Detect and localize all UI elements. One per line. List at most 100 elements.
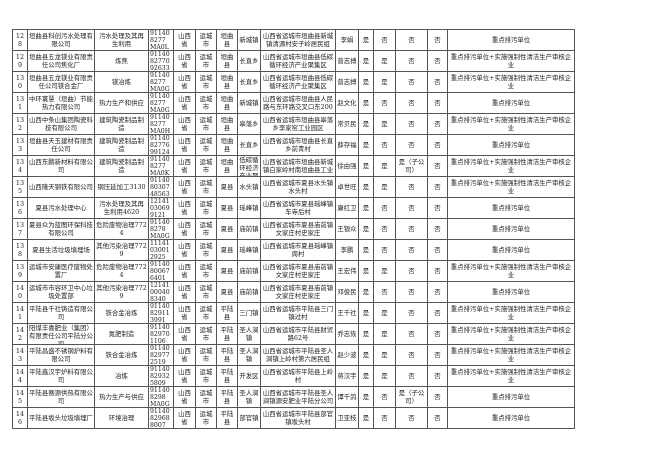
county-cell: 夏县 [216,260,238,282]
contact-person: 王银众 [337,225,357,233]
industry-cell: 热力生产和供应 [94,92,149,114]
flag-3-cell: 否 [395,281,428,303]
address-cell: 山西省运城市垣曲县人民路与东环路交叉口东200米 [260,92,336,114]
city-cell: 运城市 [195,197,217,219]
industry-cell: 热力生产与供应 [94,386,149,408]
flag-4-cell: 否 [427,134,448,156]
town-cell: 庙前镇 [237,218,261,240]
flag-1: 是 [362,309,370,317]
city-cell: 运城市 [195,113,217,135]
county-cell: 平陆县 [216,344,238,366]
province-cell: 山西省 [173,365,196,387]
address: 山西省运城市平陆县财贸路62号 [262,326,334,342]
flag-4-cell: 否 [427,407,448,429]
contact-person-cell: 王千社 [335,302,359,324]
credit-code-cell: 91140829325809 [148,365,174,387]
county: 垣曲县 [220,32,234,48]
province-cell: 山西省 [173,92,196,114]
company-name-cell: 中环寰慧（垣曲）节能热力有限公司 [27,92,95,114]
category-cell: 重点排污单位 [447,92,575,114]
contact-person-cell: 谭千鸽 [335,386,359,408]
company-name-cell: 山西隆天钢铁有限公司 [27,176,95,198]
county: 平陆县 [220,410,234,426]
industry-cell: 污水处理及其再生利用4620 [94,197,149,219]
county: 夏县 [220,246,234,254]
industry-cell: 建筑陶瓷制品制造 [94,134,149,156]
credit-code: 911408277MA0GUG [150,93,170,113]
province: 山西省 [178,410,191,426]
industry-cell: 环境治理 [94,407,149,429]
row-number: 136 [15,200,25,216]
table-row: 144 平陆鑫汉宇炉料有限公司 冶炼 91140829325809 山西省 运城市 平陆县开… [12,365,575,387]
credit-code: 11141030012925 [150,240,170,260]
flag-1: 是 [362,393,370,401]
flag-3-cell: 否 [395,365,428,387]
flag-2-cell: 是 [373,260,396,282]
row-number: 138 [15,242,25,258]
county-cell: 平陆县 [216,365,238,387]
table-row: 129 垣曲县五龙镁业有限责任公司焦化厂 炼焦 9114082770926332 山西省… [12,50,575,72]
address-cell: 山西省运城市夏县瑶峰镇车寺后村 [260,197,336,219]
flag-1-cell: 是 [358,344,374,366]
company-name: 阳煤丰喜肥业（集团）有限责任公司平陆分公司 [29,324,93,344]
province-cell: 山西省 [173,281,196,303]
county-cell: 夏县 [216,281,238,303]
row-number-cell: 146 [12,407,28,429]
row-number-cell: 140 [12,281,28,303]
city-cell: 运城市 [195,386,217,408]
company-name: 夏县污水处理中心 [35,204,87,212]
row-number-cell: 135 [12,176,28,198]
town: 圣人涧镇 [239,347,259,363]
flag-2: 否 [381,204,388,212]
flag-4-cell: 否 [427,197,448,219]
county-cell: 垣曲县 [216,155,238,177]
credit-code-cell: 911408277MA0GR0 [148,71,174,93]
town: 长直乡 [239,57,259,65]
credit-code-cell: 12141030699121 [148,197,174,219]
category: 重点排污单位 [491,288,531,296]
company-name: 山西隆天钢铁有限公司 [29,183,93,191]
flag-2-cell: 是 [373,323,396,345]
city: 运城市 [199,263,213,279]
province: 山西省 [178,95,191,111]
flag-4-cell: 否 [427,50,448,72]
flag-1-cell: 是 [358,155,374,177]
flag-2: 是 [381,183,388,191]
county-cell: 夏县 [216,176,238,198]
flag-2: 是 [381,309,388,317]
address: 山西省运城市垣曲县低碳循环经济产业聚集区 [262,74,334,90]
city: 运城市 [199,137,213,153]
table-row: 143 平陆昌盛不锈钢炉料有限公司 铁合金冶炼 91140829772519 山西省 运城… [12,344,575,366]
county: 平陆县 [220,305,234,321]
city: 运城市 [199,284,213,300]
company-name-cell: 平陆鑫汉宇炉料有限公司 [27,365,95,387]
category-cell: 重点排污单位+实施强制性清洁生产审核企业 [447,344,575,366]
city-cell: 运城市 [195,302,217,324]
table-row: 133 垣曲县天玉建材有限责任公司 建筑陶瓷制品制造 911408277699124 山… [12,134,575,156]
flag-1: 是 [362,330,370,338]
credit-code-cell: 12141000408340 [148,281,174,303]
town: 圣人涧镇 [239,326,259,342]
address: 山西省运城市垣曲县低碳循环经济产业聚集区 [262,53,334,69]
flag-4-cell: 否 [427,218,448,240]
flag-3-cell: 否 [395,29,428,51]
county: 夏县 [220,225,234,233]
flag-4: 否 [434,141,441,149]
city-cell: 运城市 [195,155,217,177]
credit-code: 91140829688007 [150,408,170,428]
row-number-cell: 139 [12,260,28,282]
town: 庙前镇 [239,267,259,275]
address-cell: 山西省运城市垣曲县皋落乡李家窑工业园区 [260,113,336,135]
industry: 热力生产与供应 [99,393,144,401]
category-cell: 重点排污单位 [447,407,575,429]
county: 垣曲县 [220,53,234,69]
address: 山西省运城市垣曲县新城镇清源村安子岭居民组 [262,32,334,48]
industry: 镁冶炼 [111,78,132,86]
flag-1-cell: 是 [358,407,374,429]
credit-code: 12141000408340 [150,282,170,302]
credit-code-cell: 9114082770926332 [148,50,174,72]
town-cell: 庙前镇 [237,281,261,303]
contact-person-cell: 常贝民 [335,113,359,135]
city-cell: 运城市 [195,281,217,303]
